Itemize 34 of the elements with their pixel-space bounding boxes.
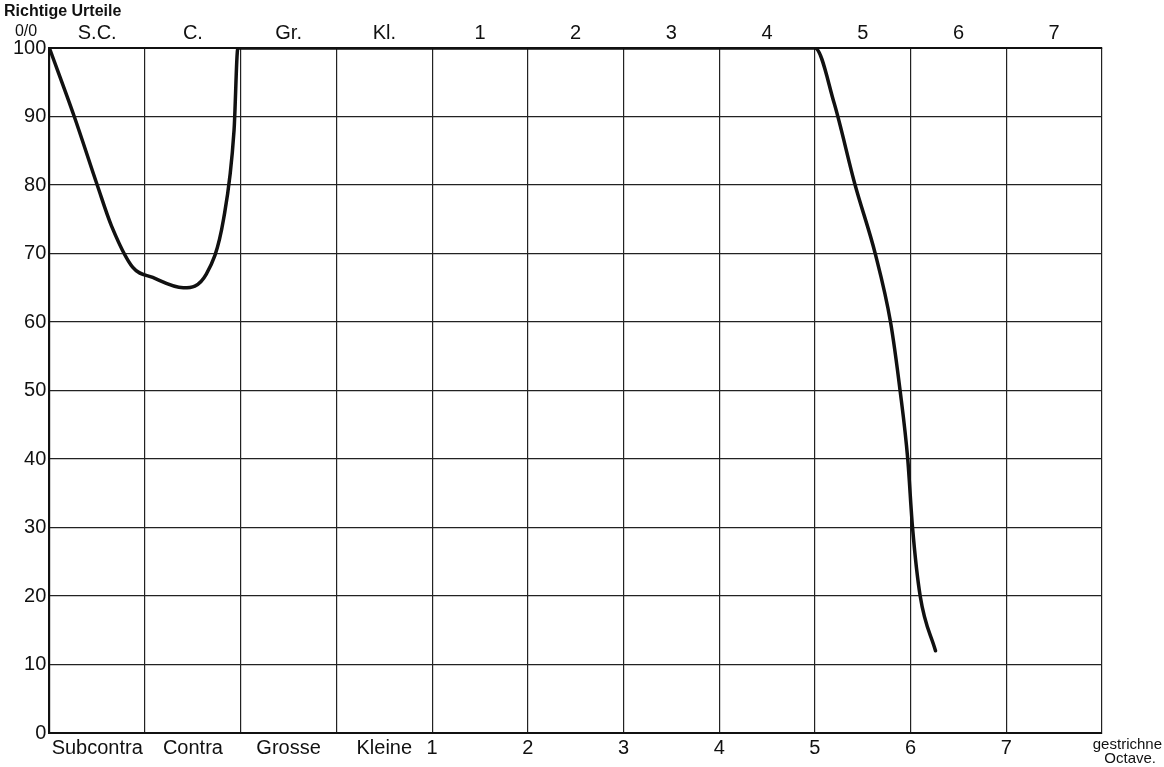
y-tick-label: 40: [24, 446, 47, 469]
x2-tick-label: Kl.: [372, 20, 396, 43]
x2-tick-label: 4: [761, 20, 773, 43]
y-tick-label: 20: [24, 583, 47, 606]
x-tick-label: 4: [713, 735, 725, 758]
x-tick-label: Grosse: [256, 735, 321, 758]
x2-tick-label: 7: [1048, 20, 1060, 43]
x2-tick-label: S.C.: [77, 20, 117, 43]
x-tick-label: Contra: [162, 735, 224, 758]
x-tick-label: 6: [905, 735, 917, 758]
y-tick-label: 30: [24, 515, 47, 538]
x-tick-label: 7: [1000, 735, 1012, 758]
x-tick-label: 3: [617, 735, 630, 758]
x2-tick-label: 2: [570, 20, 582, 43]
x2-tick-label: 6: [952, 20, 965, 43]
x2-tick-label: 1: [474, 20, 486, 43]
y-tick-label: 70: [24, 241, 47, 264]
y-tick-label: 0: [35, 720, 47, 743]
y-tick-label: 80: [24, 172, 47, 195]
x-tick-label: Kleine: [356, 735, 413, 758]
x2-tick-label: C.: [182, 20, 203, 43]
y-tick-label: 90: [24, 104, 47, 127]
y-tick-label: 60: [24, 309, 47, 332]
y-axis-title: Richtige Urteile: [4, 2, 122, 20]
x2-tick-label: 3: [665, 20, 677, 43]
x2-tick-label: 5: [857, 20, 869, 43]
x-tick-label: 2: [522, 735, 534, 758]
x-tick-label: 1: [426, 735, 438, 758]
x-axis-title: gestrichne Octave.: [1092, 734, 1162, 766]
x-tick-label: Subcontra: [51, 735, 144, 758]
y-tick-label: 50: [24, 378, 47, 401]
x-tick-label: 5: [809, 735, 821, 758]
y-tick-label: 10: [24, 652, 47, 675]
x2-tick-label: Gr.: [275, 20, 302, 43]
